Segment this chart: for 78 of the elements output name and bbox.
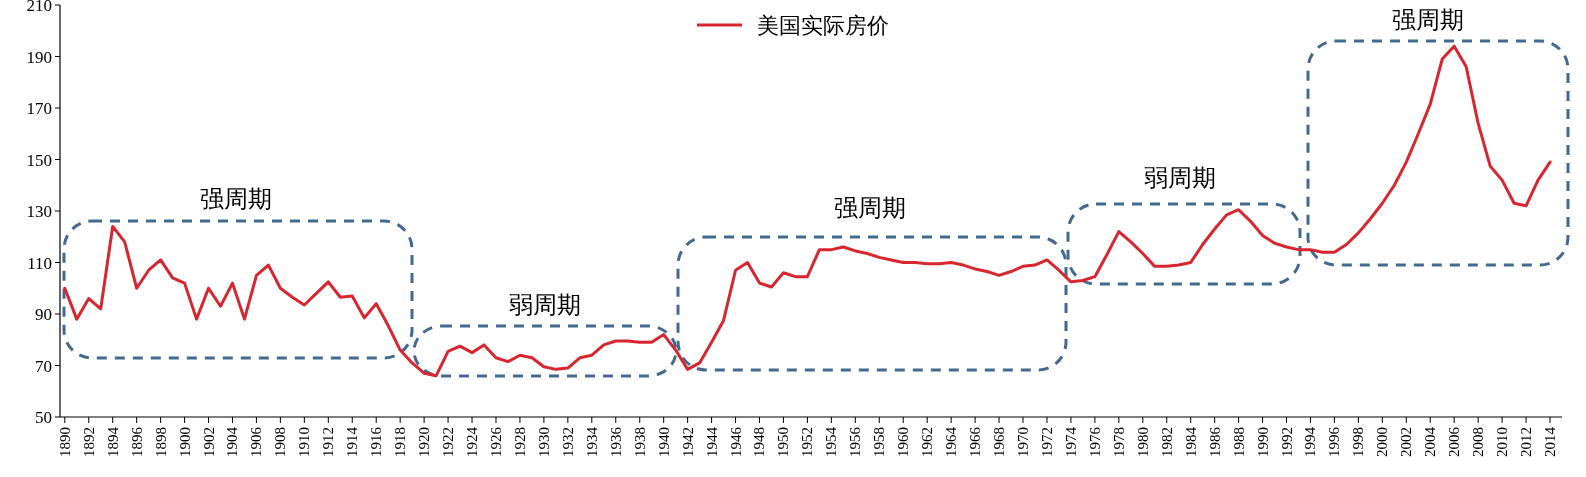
y-tick-label: 170 xyxy=(26,99,52,118)
x-tick-label: 1958 xyxy=(871,427,888,457)
x-tick-label: 1976 xyxy=(1086,426,1103,457)
x-tick-label: 1978 xyxy=(1110,427,1127,457)
x-tick-label: 1964 xyxy=(943,426,960,457)
x-tick-label: 1946 xyxy=(727,426,744,457)
legend-label: 美国实际房价 xyxy=(757,13,889,38)
y-tick-label: 130 xyxy=(26,202,52,221)
x-tick-label: 1998 xyxy=(1350,427,1367,457)
x-tick-label: 1930 xyxy=(535,427,552,457)
x-tick-label: 1896 xyxy=(128,426,145,457)
annotation: 强周期 xyxy=(1392,7,1464,33)
x-tick-label: 1902 xyxy=(200,427,217,457)
x-tick-label: 1892 xyxy=(80,427,97,457)
y-tick-label: 150 xyxy=(26,150,52,170)
annotation: 弱周期 xyxy=(509,292,581,318)
x-tick-label: 1990 xyxy=(1254,427,1271,457)
x-tick-label: 1944 xyxy=(703,426,720,457)
annotation: 强周期 xyxy=(200,186,272,212)
x-tick-label: 1988 xyxy=(1230,427,1247,457)
y-tick-label: 50 xyxy=(35,408,52,427)
x-tick-label: 2014 xyxy=(1542,426,1559,457)
x-tick-label: 2002 xyxy=(1398,427,1415,457)
x-tick-label: 1920 xyxy=(416,427,433,457)
x-tick-label: 1926 xyxy=(487,426,504,457)
x-tick-label: 1916 xyxy=(368,426,385,457)
x-tick-label: 1910 xyxy=(296,427,313,457)
y-tick-label: 190 xyxy=(26,47,52,67)
x-tick-label: 1968 xyxy=(991,427,1008,457)
x-tick-label: 1960 xyxy=(895,427,912,457)
x-tick-label: 1972 xyxy=(1038,427,1055,457)
x-tick-label: 1996 xyxy=(1326,426,1343,457)
annotation: 弱周期 xyxy=(1144,165,1216,191)
x-tick-label: 1928 xyxy=(511,427,528,457)
x-tick-label: 1982 xyxy=(1158,427,1175,457)
x-tick-label: 1980 xyxy=(1134,427,1151,457)
x-tick-label: 1942 xyxy=(679,427,696,457)
x-tick-label: 2012 xyxy=(1518,427,1535,457)
x-tick-label: 1906 xyxy=(248,426,265,457)
x-tick-label: 2008 xyxy=(1470,427,1487,457)
x-tick-label: 1890 xyxy=(56,427,73,457)
x-tick-label: 2006 xyxy=(1446,426,1463,457)
x-tick-label: 1954 xyxy=(823,426,840,457)
y-tick-label: 110 xyxy=(27,253,52,273)
annotation: 强周期 xyxy=(834,195,906,221)
x-tick-label: 1918 xyxy=(392,427,409,457)
x-tick-label: 1924 xyxy=(464,426,481,457)
x-tick-label: 1904 xyxy=(224,426,241,457)
x-tick-label: 1974 xyxy=(1062,426,1079,457)
y-tick-label: 210 xyxy=(26,0,52,15)
x-tick-label: 1966 xyxy=(967,426,984,457)
x-tick-label: 1994 xyxy=(1302,426,1319,457)
x-tick-label: 1914 xyxy=(344,426,361,457)
x-tick-label: 1948 xyxy=(751,427,768,457)
x-tick-label: 1970 xyxy=(1015,427,1031,457)
x-tick-label: 1922 xyxy=(440,427,457,457)
x-tick-label: 1898 xyxy=(152,427,169,457)
x-tick-label: 1912 xyxy=(320,427,337,457)
x-tick-label: 1936 xyxy=(607,426,624,457)
x-tick-label: 1956 xyxy=(847,426,864,457)
x-tick-label: 1952 xyxy=(799,427,816,457)
x-tick-label: 2010 xyxy=(1494,427,1511,457)
x-tick-label: 1984 xyxy=(1182,426,1199,457)
x-tick-label: 1894 xyxy=(104,426,121,457)
x-tick-label: 1962 xyxy=(919,427,936,457)
y-tick-label: 70 xyxy=(35,356,52,376)
x-tick-label: 1992 xyxy=(1278,427,1295,457)
x-tick-label: 1908 xyxy=(272,427,289,457)
x-tick-label: 2000 xyxy=(1374,427,1391,457)
x-tick-label: 1986 xyxy=(1206,426,1223,457)
x-tick-label: 1900 xyxy=(176,427,193,457)
x-tick-label: 1950 xyxy=(775,427,792,457)
x-tick-label: 1940 xyxy=(655,427,672,457)
x-tick-label: 1934 xyxy=(583,426,600,457)
x-tick-label: 1938 xyxy=(631,427,648,457)
y-tick-label: 90 xyxy=(35,305,52,324)
x-tick-label: 2004 xyxy=(1422,426,1439,457)
x-tick-label: 1932 xyxy=(559,427,576,457)
